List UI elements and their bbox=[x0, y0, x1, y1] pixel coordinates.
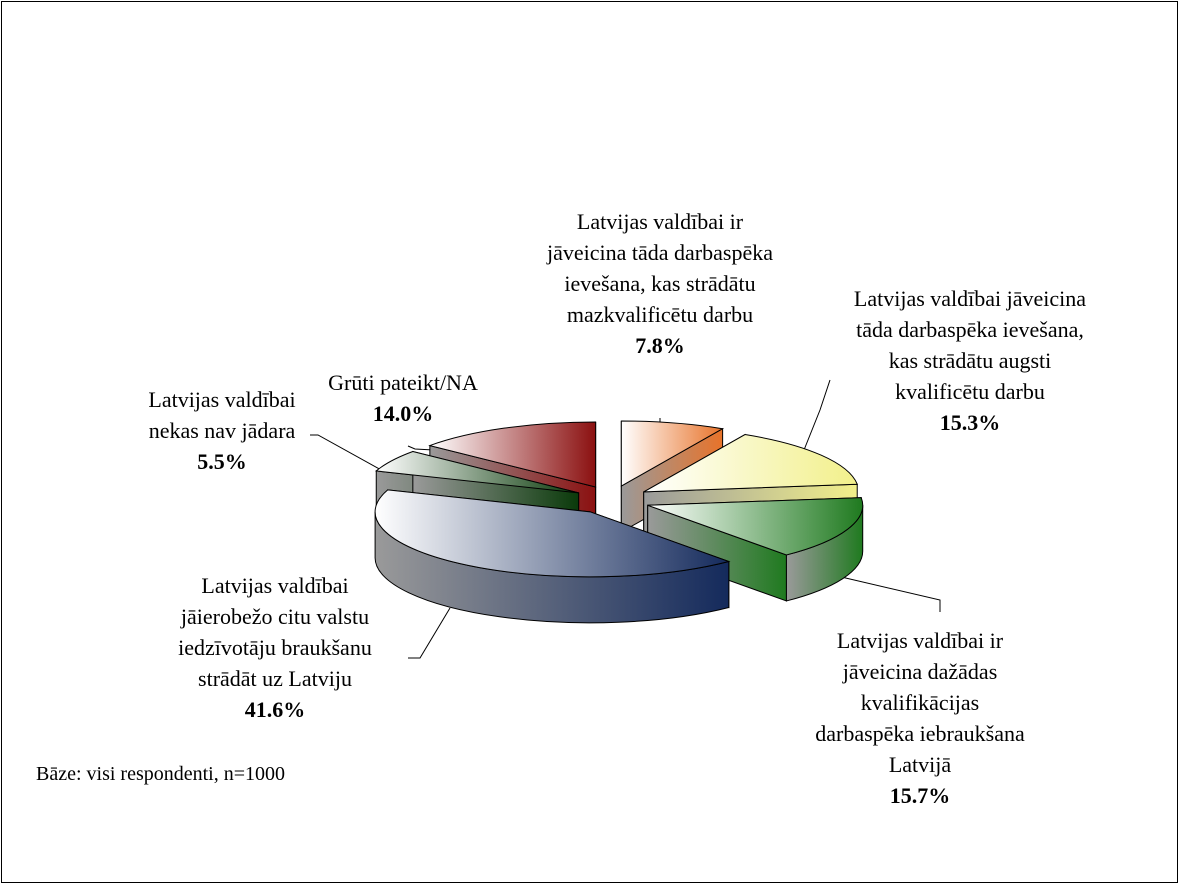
slice-label: Latvijas valdībai nekas nav jādara 5.5% bbox=[127, 384, 317, 477]
category-label: Grūti pateikt/NA bbox=[328, 370, 478, 395]
leader-line bbox=[310, 434, 393, 477]
pie-slice bbox=[374, 489, 731, 624]
category-label: Latvijas valdībai jāveicina tāda darbasp… bbox=[853, 286, 1087, 404]
value-label: 14.0% bbox=[372, 401, 434, 426]
slice-label: Latvijas valdībai jāierobežo citu valstu… bbox=[155, 570, 395, 725]
value-label: 5.5% bbox=[197, 449, 247, 474]
value-label: 15.3% bbox=[939, 410, 1001, 435]
slice-label: Latvijas valdībai ir jāveicina tāda darb… bbox=[540, 206, 780, 361]
value-label: 15.7% bbox=[889, 783, 951, 808]
slice-top bbox=[374, 489, 731, 578]
slice-top bbox=[620, 420, 725, 487]
slice-label: Latvijas valdībai jāveicina tāda darbasp… bbox=[845, 283, 1095, 438]
category-label: Latvijas valdībai ir jāveicina tāda darb… bbox=[547, 209, 773, 327]
slice-label: Latvijas valdībai ir jāveicina dažādas k… bbox=[810, 625, 1030, 811]
value-label: 41.6% bbox=[244, 697, 306, 722]
category-label: Latvijas valdībai nekas nav jādara bbox=[148, 387, 296, 443]
slice-top bbox=[643, 434, 858, 493]
slice-top bbox=[375, 450, 579, 494]
pie-slice bbox=[647, 497, 864, 602]
slice-top bbox=[428, 421, 597, 488]
value-label: 7.8% bbox=[635, 333, 685, 358]
annotation: Bāze: visi respondenti, n=1000 bbox=[36, 763, 286, 785]
slice-top bbox=[647, 497, 864, 556]
leader-line bbox=[797, 379, 831, 466]
leader-line bbox=[408, 607, 451, 659]
pie bbox=[374, 420, 864, 624]
leader-line bbox=[819, 571, 941, 612]
category-label: Latvijas valdībai jāierobežo citu valstu… bbox=[178, 573, 372, 691]
slice-label: Grūti pateikt/NA 14.0% bbox=[303, 367, 503, 429]
category-label: Latvijas valdībai ir jāveicina dažādas k… bbox=[815, 628, 1025, 777]
